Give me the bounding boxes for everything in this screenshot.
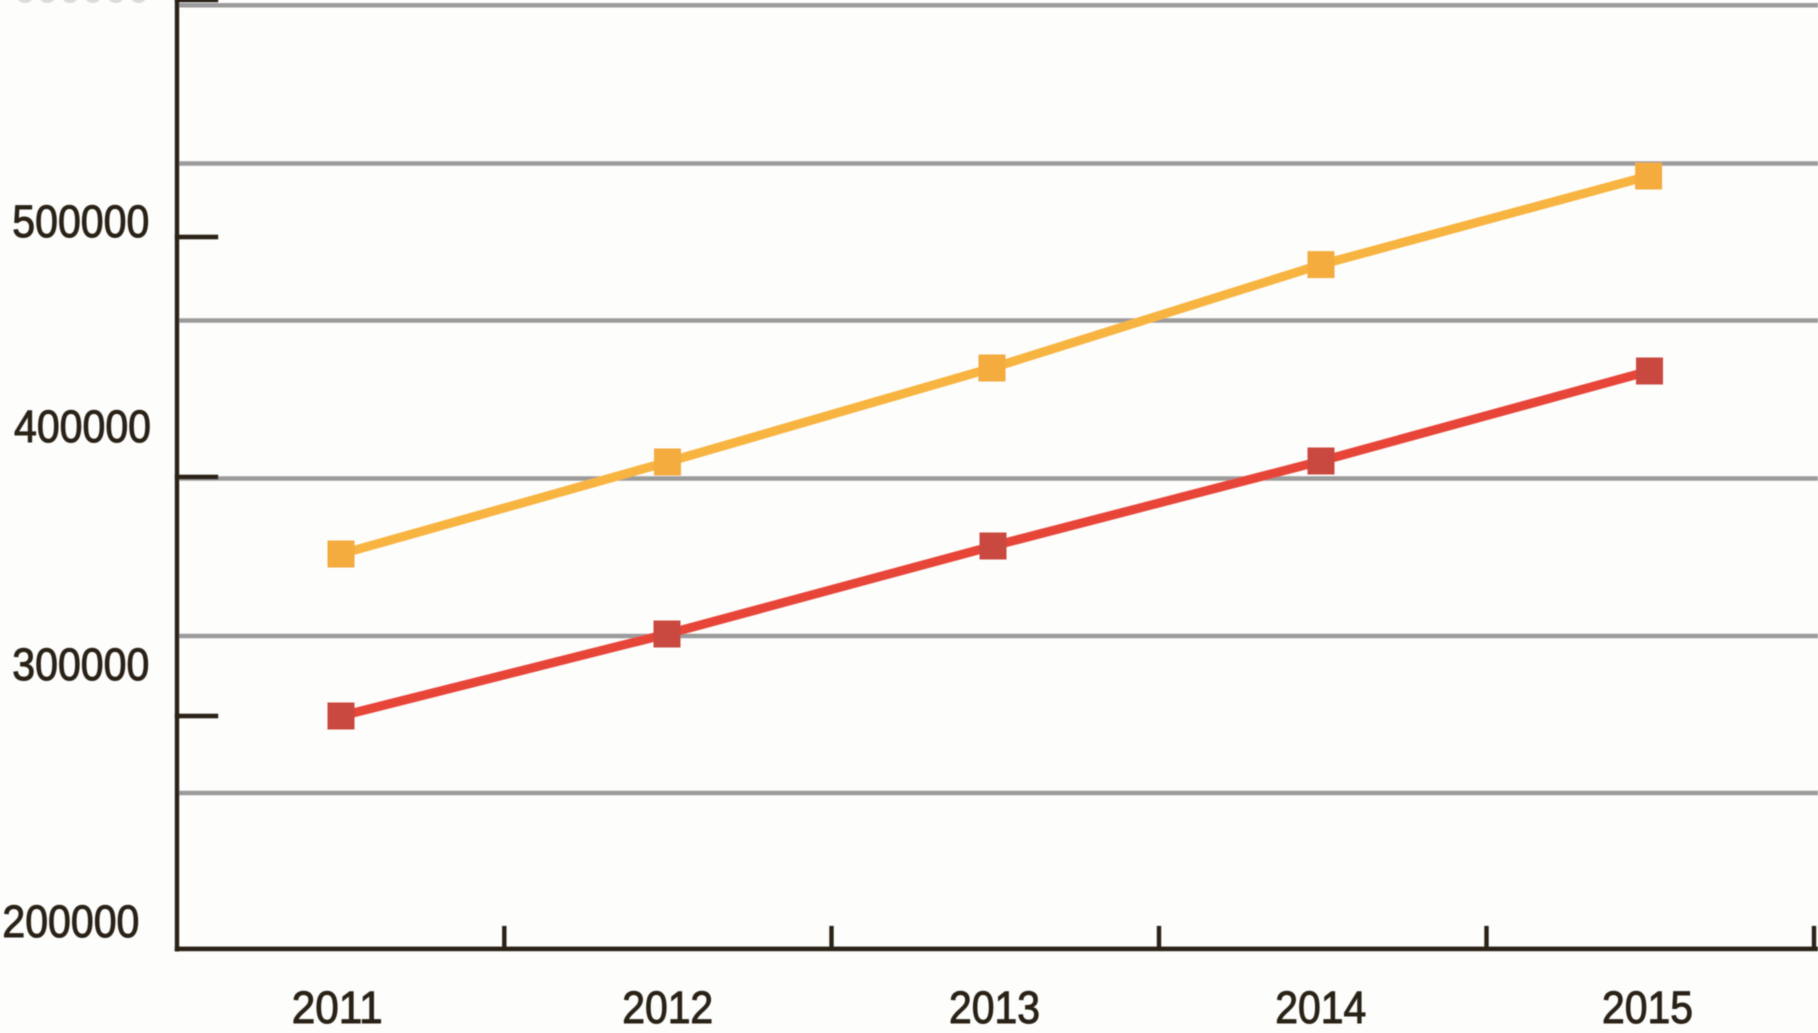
svg-text:2011: 2011 [292, 982, 383, 1033]
svg-text:400000: 400000 [14, 401, 151, 452]
svg-text:2015: 2015 [1602, 982, 1693, 1033]
svg-text:600000: 600000 [13, 0, 150, 12]
svg-text:500000: 500000 [12, 196, 149, 247]
svg-text:300000: 300000 [12, 639, 149, 690]
svg-text:2013: 2013 [949, 982, 1040, 1033]
svg-text:2012: 2012 [622, 982, 713, 1033]
svg-text:200000: 200000 [2, 896, 139, 947]
svg-text:2014: 2014 [1275, 982, 1366, 1033]
